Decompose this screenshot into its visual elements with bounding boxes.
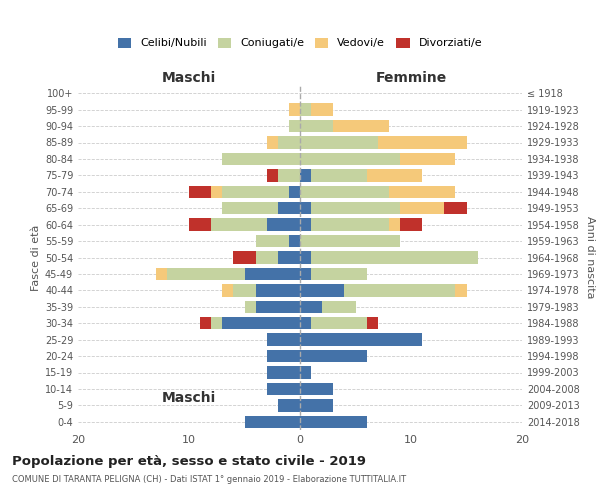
Bar <box>233 284 256 296</box>
Bar <box>278 202 300 214</box>
Bar <box>289 120 300 132</box>
Bar <box>334 120 389 132</box>
Bar <box>266 350 300 362</box>
Bar <box>389 218 400 231</box>
Bar <box>278 169 300 181</box>
Bar <box>322 300 355 313</box>
Bar <box>266 136 278 148</box>
Bar <box>245 268 300 280</box>
Bar <box>389 186 455 198</box>
Bar <box>211 317 222 330</box>
Bar <box>311 104 334 116</box>
Bar <box>289 186 300 198</box>
Bar <box>311 218 389 231</box>
Legend: Celibi/Nubili, Coniugati/e, Vedovi/e, Divorziati/e: Celibi/Nubili, Coniugati/e, Vedovi/e, Di… <box>113 34 487 53</box>
Bar <box>266 218 300 231</box>
Bar <box>200 317 211 330</box>
Bar <box>300 399 334 411</box>
Bar <box>311 252 478 264</box>
Bar <box>223 202 278 214</box>
Bar <box>311 202 400 214</box>
Bar <box>300 383 334 395</box>
Bar <box>300 268 311 280</box>
Bar <box>300 169 311 181</box>
Bar <box>266 366 300 378</box>
Text: Maschi: Maschi <box>162 71 216 85</box>
Bar <box>400 202 444 214</box>
Bar <box>300 300 322 313</box>
Bar <box>256 235 289 247</box>
Bar <box>300 104 311 116</box>
Bar <box>300 334 422 346</box>
Bar <box>245 416 300 428</box>
Text: COMUNE DI TARANTA PELIGNA (CH) - Dati ISTAT 1° gennaio 2019 - Elaborazione TUTTI: COMUNE DI TARANTA PELIGNA (CH) - Dati IS… <box>12 475 406 484</box>
Bar <box>266 383 300 395</box>
Bar <box>300 136 378 148</box>
Bar <box>455 284 467 296</box>
Bar <box>256 300 300 313</box>
Text: Femmine: Femmine <box>376 71 446 85</box>
Bar <box>300 153 400 165</box>
Bar <box>278 136 300 148</box>
Bar <box>344 284 455 296</box>
Bar <box>233 252 256 264</box>
Bar <box>222 186 289 198</box>
Bar <box>367 169 422 181</box>
Bar <box>222 317 300 330</box>
Bar <box>211 186 222 198</box>
Bar <box>400 218 422 231</box>
Bar <box>311 317 367 330</box>
Bar <box>300 218 311 231</box>
Bar <box>300 186 389 198</box>
Bar <box>289 235 300 247</box>
Bar <box>300 202 311 214</box>
Bar <box>378 136 467 148</box>
Bar <box>256 284 300 296</box>
Bar <box>300 317 311 330</box>
Bar <box>311 268 367 280</box>
Bar <box>311 169 367 181</box>
Bar <box>256 252 278 264</box>
Bar <box>245 300 256 313</box>
Bar <box>400 153 455 165</box>
Bar <box>300 366 311 378</box>
Bar <box>289 104 300 116</box>
Bar <box>266 334 300 346</box>
Bar <box>300 284 344 296</box>
Bar <box>444 202 467 214</box>
Bar <box>189 186 211 198</box>
Bar <box>222 153 300 165</box>
Bar <box>300 252 311 264</box>
Bar <box>167 268 245 280</box>
Text: Popolazione per età, sesso e stato civile - 2019: Popolazione per età, sesso e stato civil… <box>12 455 366 468</box>
Bar <box>222 284 233 296</box>
Bar <box>278 399 300 411</box>
Bar <box>300 235 400 247</box>
Bar <box>266 169 278 181</box>
Y-axis label: Fasce di età: Fasce di età <box>31 224 41 290</box>
Bar <box>189 218 211 231</box>
Y-axis label: Anni di nascita: Anni di nascita <box>585 216 595 298</box>
Bar <box>300 120 334 132</box>
Bar <box>300 416 367 428</box>
Bar <box>156 268 167 280</box>
Bar <box>300 350 367 362</box>
Bar <box>367 317 378 330</box>
Bar <box>278 252 300 264</box>
Bar <box>211 218 266 231</box>
Text: Maschi: Maschi <box>162 391 216 405</box>
